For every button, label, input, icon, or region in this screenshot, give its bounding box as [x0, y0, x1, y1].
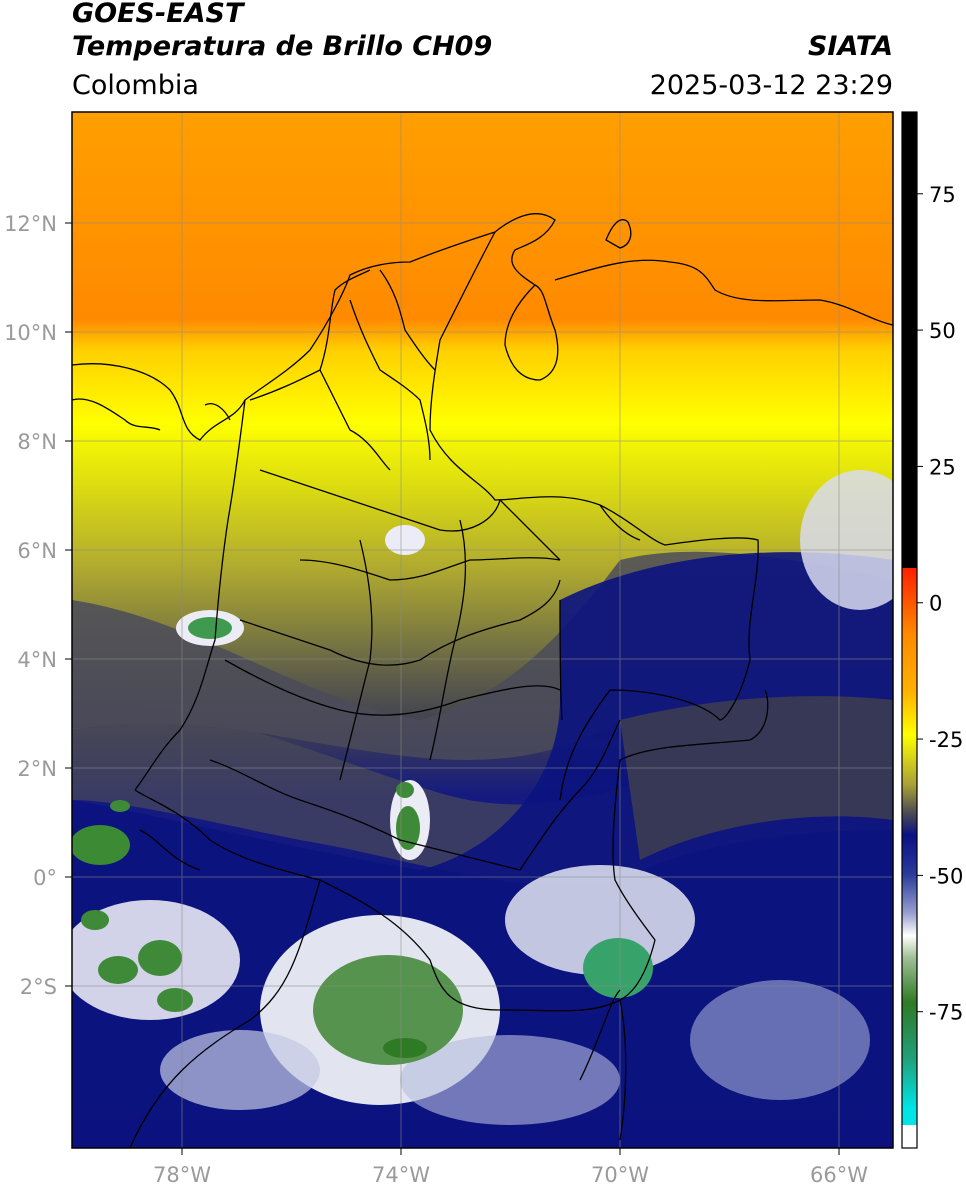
- colorbar-frame: [901, 111, 918, 1149]
- latitude-label: 2°S: [20, 975, 57, 999]
- colorbar-tick-label: -25: [929, 728, 963, 752]
- datetime-label: 2025-03-12 23:29: [649, 70, 893, 101]
- product-title: Temperatura de Brillo CH09: [72, 31, 493, 62]
- colorbar-tick-label: -75: [929, 1001, 963, 1025]
- cloud-features: [72, 470, 893, 1148]
- agency-label: SIATA: [807, 31, 893, 62]
- longitude-label: 66°W: [810, 1163, 868, 1187]
- colorbar-tick-label: 0: [929, 592, 942, 616]
- longitude-labels: 78°W 74°W 70°W 66°W: [153, 1148, 868, 1187]
- latitude-label: 2°N: [17, 757, 57, 781]
- colorbar-tick-label: 25: [929, 455, 956, 479]
- latitude-label: 4°N: [17, 648, 57, 672]
- colorbar-black-segment: [902, 112, 917, 570]
- latitude-labels: 12°N 10°N 8°N 6°N 4°N 2°N 0° 2°S: [4, 212, 72, 999]
- colorbar-tick-label: 75: [929, 183, 956, 207]
- country-borders: [72, 213, 893, 1148]
- longitude-label: 70°W: [591, 1163, 649, 1187]
- latitude-label: 8°N: [17, 430, 57, 454]
- longitude-label: 74°W: [372, 1163, 430, 1187]
- colorbar-tick-label: -50: [929, 864, 963, 888]
- grid-lines: [72, 112, 893, 1148]
- latitude-label: 6°N: [17, 539, 57, 563]
- latitude-label: 12°N: [4, 212, 57, 236]
- satellite-title: GOES-EAST: [72, 0, 244, 29]
- colorbar-white-segment: [902, 1125, 917, 1148]
- map-frame: [71, 111, 894, 1149]
- longitude-label: 78°W: [153, 1163, 211, 1187]
- colorbar-gradient: [902, 568, 917, 1125]
- latitude-label: 0°: [33, 866, 57, 890]
- colorbar: 75 50 25 0 -25 -50 -75: [901, 111, 963, 1149]
- latitude-label: 10°N: [4, 321, 57, 345]
- region-label: Colombia: [72, 70, 199, 101]
- colorbar-ticks: 75 50 25 0 -25 -50 -75: [917, 183, 963, 1025]
- colorbar-tick-label: 50: [929, 319, 956, 343]
